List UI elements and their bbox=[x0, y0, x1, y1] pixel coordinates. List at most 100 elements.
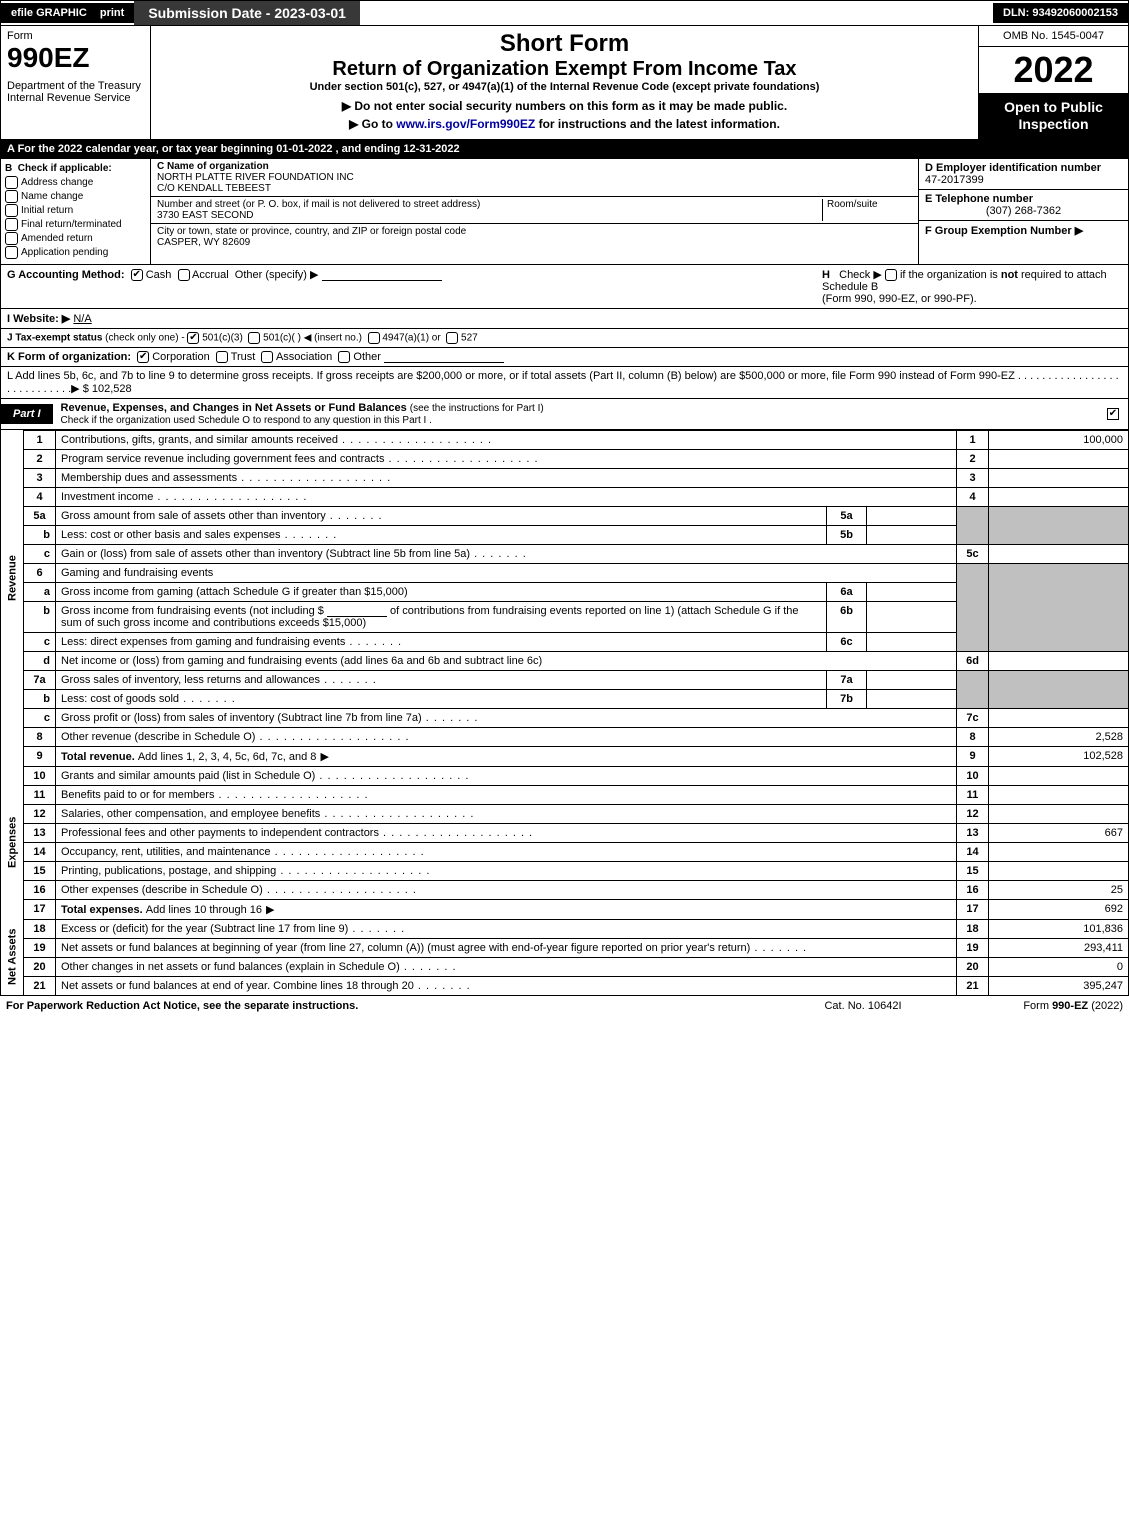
l10-v bbox=[989, 766, 1129, 785]
line-5a: 5a Gross amount from sale of assets othe… bbox=[1, 506, 1129, 525]
lbl-app-pending: Application pending bbox=[21, 247, 108, 258]
topbar: efile GRAPHIC print Submission Date - 20… bbox=[0, 0, 1129, 26]
l4-n: 4 bbox=[24, 487, 56, 506]
chk-final-return[interactable] bbox=[5, 218, 18, 231]
l13-num: 13 bbox=[957, 823, 989, 842]
chk-527[interactable] bbox=[446, 332, 458, 344]
city: CASPER, WY 82609 bbox=[157, 237, 912, 248]
l13-n: 13 bbox=[24, 823, 56, 842]
chk-schedule-o-part1[interactable] bbox=[1107, 408, 1119, 420]
l17-d: Total expenses. bbox=[61, 904, 146, 916]
part1-tab: Part I bbox=[1, 404, 53, 424]
l5c-num: 5c bbox=[957, 544, 989, 563]
l6c-d: Less: direct expenses from gaming and fu… bbox=[61, 636, 402, 648]
expenses-vert-label: Expenses bbox=[1, 766, 24, 919]
l6-n: 6 bbox=[24, 563, 56, 582]
l6a-d: Gross income from gaming (attach Schedul… bbox=[56, 582, 827, 601]
part1-title: Revenue, Expenses, and Changes in Net As… bbox=[53, 399, 1098, 429]
l2-n: 2 bbox=[24, 449, 56, 468]
website-value: N/A bbox=[73, 313, 91, 325]
chk-501c[interactable] bbox=[248, 332, 260, 344]
line-7a: 7a Gross sales of inventory, less return… bbox=[1, 670, 1129, 689]
l3-d: Membership dues and assessments bbox=[61, 472, 391, 484]
l19-v: 293,411 bbox=[989, 938, 1129, 957]
chk-app-pending[interactable] bbox=[5, 246, 18, 259]
chk-address-change[interactable] bbox=[5, 176, 18, 189]
chk-corp[interactable] bbox=[137, 351, 149, 363]
g-accounting: G Accounting Method: Cash Accrual Other … bbox=[7, 268, 822, 305]
l2-d: Program service revenue including govern… bbox=[61, 453, 539, 465]
lbl-501c3: 501(c)(3) bbox=[202, 332, 243, 343]
efile-link[interactable]: efile GRAPHIC bbox=[11, 7, 87, 19]
l4-num: 4 bbox=[957, 487, 989, 506]
l13-v: 667 bbox=[989, 823, 1129, 842]
g-label: G Accounting Method: bbox=[7, 269, 125, 281]
chk-cash[interactable] bbox=[131, 269, 143, 281]
other-org-line bbox=[384, 351, 504, 363]
line-19: 19 Net assets or fund balances at beginn… bbox=[1, 938, 1129, 957]
line-5c: c Gain or (loss) from sale of assets oth… bbox=[1, 544, 1129, 563]
l19-d: Net assets or fund balances at beginning… bbox=[61, 942, 807, 954]
l5c-n: c bbox=[24, 544, 56, 563]
goto-prefix: ▶ Go to bbox=[349, 117, 396, 131]
row-g-h: G Accounting Method: Cash Accrual Other … bbox=[0, 265, 1129, 309]
netassets-vert-label: Net Assets bbox=[1, 919, 24, 995]
open-inspection: Open to Public Inspection bbox=[979, 93, 1128, 139]
l6b-d1: Gross income from fundraising events (no… bbox=[61, 605, 324, 617]
i-label: I Website: ▶ bbox=[7, 313, 70, 325]
lbl-other: Other (specify) ▶ bbox=[235, 269, 319, 281]
print-link[interactable]: print bbox=[100, 7, 124, 19]
chk-amended[interactable] bbox=[5, 232, 18, 245]
lbl-assoc: Association bbox=[276, 351, 332, 363]
l7b-d: Less: cost of goods sold bbox=[61, 693, 236, 705]
chk-trust[interactable] bbox=[216, 351, 228, 363]
l6d-num: 6d bbox=[957, 651, 989, 670]
l9-d2: Add lines 1, 2, 3, 4, 5c, 6d, 7c, and 8 bbox=[138, 751, 330, 763]
l6abc-shade-v bbox=[989, 563, 1129, 651]
header-center: Short Form Return of Organization Exempt… bbox=[151, 26, 978, 139]
l5a-lab: 5a bbox=[827, 506, 867, 525]
chk-schedule-b[interactable] bbox=[885, 269, 897, 281]
l16-v: 25 bbox=[989, 880, 1129, 899]
form-footer: Form 990-EZ (2022) bbox=[963, 1000, 1123, 1012]
chk-assoc[interactable] bbox=[261, 351, 273, 363]
l8-d: Other revenue (describe in Schedule O) bbox=[61, 731, 410, 743]
form-number: 990EZ bbox=[7, 42, 144, 74]
l21-v: 395,247 bbox=[989, 976, 1129, 995]
chk-other-org[interactable] bbox=[338, 351, 350, 363]
lbl-final-return: Final return/terminated bbox=[21, 219, 122, 230]
chk-initial-return[interactable] bbox=[5, 204, 18, 217]
l19-n: 19 bbox=[24, 938, 56, 957]
line-8: 8 Other revenue (describe in Schedule O)… bbox=[1, 727, 1129, 746]
paperwork-notice: For Paperwork Reduction Act Notice, see … bbox=[6, 1000, 763, 1012]
l10-n: 10 bbox=[24, 766, 56, 785]
ein-hdr: D Employer identification number bbox=[925, 162, 1122, 174]
l8-v: 2,528 bbox=[989, 727, 1129, 746]
chk-accrual[interactable] bbox=[178, 269, 190, 281]
l12-v bbox=[989, 804, 1129, 823]
section-a-taxyear: A For the 2022 calendar year, or tax yea… bbox=[0, 140, 1129, 159]
lines-table: Revenue 1 Contributions, gifts, grants, … bbox=[0, 430, 1129, 996]
l16-d: Other expenses (describe in Schedule O) bbox=[61, 884, 417, 896]
lbl-corp: Corporation bbox=[152, 351, 209, 363]
chk-name-change[interactable] bbox=[5, 190, 18, 203]
street-hdr: Number and street (or P. O. box, if mail… bbox=[157, 199, 818, 210]
l7b-n: b bbox=[24, 689, 56, 708]
l1-d: Contributions, gifts, grants, and simila… bbox=[61, 434, 492, 446]
l6b-lab: 6b bbox=[827, 601, 867, 632]
l14-n: 14 bbox=[24, 842, 56, 861]
l1-n: 1 bbox=[24, 430, 56, 449]
l7a-sv bbox=[867, 670, 957, 689]
chk-501c3[interactable] bbox=[187, 332, 199, 344]
header-left: Form 990EZ Department of the Treasury In… bbox=[1, 26, 151, 139]
bcd-row: B Check if applicable: Address change Na… bbox=[0, 159, 1129, 265]
l17-n: 17 bbox=[24, 899, 56, 919]
l5a-n: 5a bbox=[24, 506, 56, 525]
lbl-4947: 4947(a)(1) or bbox=[382, 332, 440, 343]
chk-4947[interactable] bbox=[368, 332, 380, 344]
tel: (307) 268-7362 bbox=[925, 205, 1122, 217]
revenue-vert-label: Revenue bbox=[1, 430, 24, 727]
irs-link[interactable]: www.irs.gov/Form990EZ bbox=[396, 117, 535, 131]
h-check: Check ▶ bbox=[839, 269, 882, 281]
goto-suffix: for instructions and the latest informat… bbox=[535, 117, 780, 131]
